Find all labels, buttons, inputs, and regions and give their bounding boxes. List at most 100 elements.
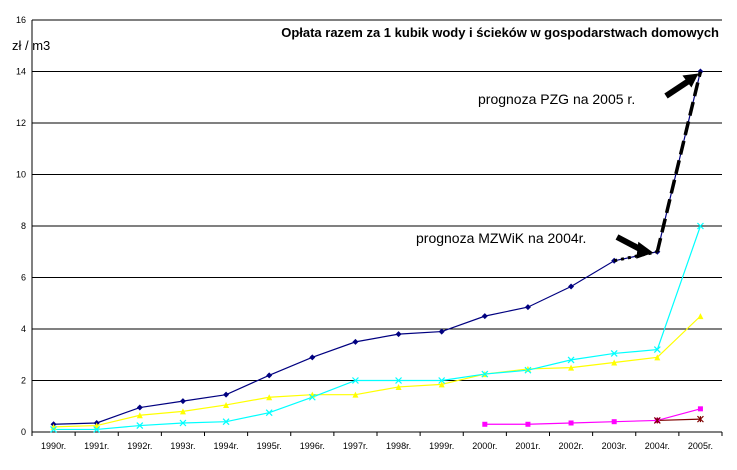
data-point (179, 408, 186, 415)
data-point (395, 383, 402, 390)
x-tick-label: 2004r. (645, 441, 670, 451)
x-tick-label: 2002r. (559, 441, 584, 451)
series-line (53, 71, 702, 425)
data-point-stroke (697, 222, 704, 230)
y-tick-labels: 0 2 4 6 8 10 12 14 16 (16, 15, 26, 437)
data-point (611, 419, 617, 425)
y-tick-label: 10 (16, 170, 26, 180)
x-tick-label: 1999r. (429, 441, 454, 451)
data-point (395, 377, 402, 384)
data-point (352, 391, 359, 398)
x-tick-label: 2005r. (688, 441, 713, 451)
data-point (697, 406, 703, 412)
x-tick-label: 1991r. (84, 441, 109, 451)
data-point-stroke (524, 366, 532, 374)
gridlines (32, 19, 722, 381)
data-point-stroke (93, 426, 101, 433)
data-point (438, 377, 446, 384)
y-tick-label: 2 (21, 376, 26, 386)
series-line (657, 418, 701, 422)
data-point (136, 412, 143, 419)
data-point (567, 356, 575, 364)
data-point (524, 366, 532, 374)
x-tick-label: 1996r. (300, 441, 325, 451)
data-point (697, 222, 704, 230)
x-tick-label: 1998r. (386, 441, 411, 451)
data-point (136, 404, 143, 411)
y-tick-label: 16 (16, 15, 26, 25)
y-tick-label: 14 (16, 67, 26, 77)
y-tick-label: 12 (16, 118, 26, 128)
x-tick-label: 1990r. (41, 441, 66, 451)
x-tick-label: 1994r. (214, 441, 239, 451)
data-point (265, 409, 273, 417)
projection-dash-pzg (655, 71, 703, 253)
data-point (352, 338, 359, 345)
annotation-mzwik: prognoza MZWiK na 2004r. (416, 230, 586, 246)
data-point (395, 331, 402, 338)
data-point (179, 398, 186, 405)
data-point (266, 394, 273, 401)
data-point (136, 422, 144, 429)
annotation-arrow-shaft (615, 234, 643, 253)
data-point (222, 418, 230, 426)
data-point (50, 426, 57, 433)
data-point (611, 359, 618, 366)
data-point (524, 304, 531, 311)
x-tick-label: 1993r. (170, 441, 195, 451)
data-point-stroke (653, 346, 661, 354)
data-point (481, 313, 488, 320)
x-tick-labels: 1990r. 1991r. 1992r. 1993r. 1994r. 1995r. 1996… (41, 441, 713, 451)
data-point (93, 426, 101, 433)
data-point-stroke (222, 418, 230, 426)
data-point (308, 393, 316, 401)
series-line (53, 315, 701, 428)
data-point (568, 420, 574, 426)
data-point (352, 377, 359, 384)
data-point (482, 421, 488, 427)
data-point-stroke (308, 393, 316, 401)
data-point-stroke (610, 350, 618, 357)
data-point (93, 422, 100, 429)
y-axis-label: zł / m3 (12, 38, 50, 53)
x-tick-label: 2003r. (602, 441, 627, 451)
data-point-stroke (481, 370, 489, 378)
annotation-arrowhead (682, 73, 699, 88)
x-tick-label: 1995r. (257, 441, 282, 451)
series-line (53, 225, 702, 431)
series-markers (50, 68, 704, 433)
x-tick-label: 1992r. (127, 441, 152, 451)
data-point (610, 350, 618, 357)
x-tick-label: 2000r. (472, 441, 497, 451)
annotations: prognoza PZG na 2005 r. prognoza MZWiK na… (416, 71, 703, 263)
data-point-stroke (136, 422, 144, 429)
data-point-stroke (50, 426, 57, 433)
chart-title: Opłata razem za 1 kubik wody i ścieków w… (281, 25, 719, 40)
data-point (438, 381, 445, 388)
data-point (654, 354, 661, 361)
series-line (484, 408, 701, 425)
data-point (309, 354, 316, 361)
data-point (524, 365, 531, 372)
data-point-stroke (567, 356, 575, 364)
data-point-stroke (395, 377, 402, 384)
annotation-pzg: prognoza PZG na 2005 r. (478, 91, 635, 107)
data-point (568, 364, 575, 371)
y-tick-label: 0 (21, 427, 26, 437)
data-point (223, 401, 230, 408)
axes (31, 20, 723, 436)
data-point (266, 372, 273, 379)
y-tick-label: 8 (21, 221, 26, 231)
data-point (653, 416, 661, 424)
y-tick-label: 6 (21, 273, 26, 283)
data-point (525, 421, 531, 427)
data-point (438, 328, 445, 335)
data-point (179, 419, 187, 427)
data-point (697, 313, 704, 320)
data-point (653, 346, 661, 354)
x-tick-label: 2001r. (515, 441, 540, 451)
annotation-arrowhead (636, 241, 654, 259)
data-point (697, 415, 704, 423)
data-point (481, 370, 489, 378)
